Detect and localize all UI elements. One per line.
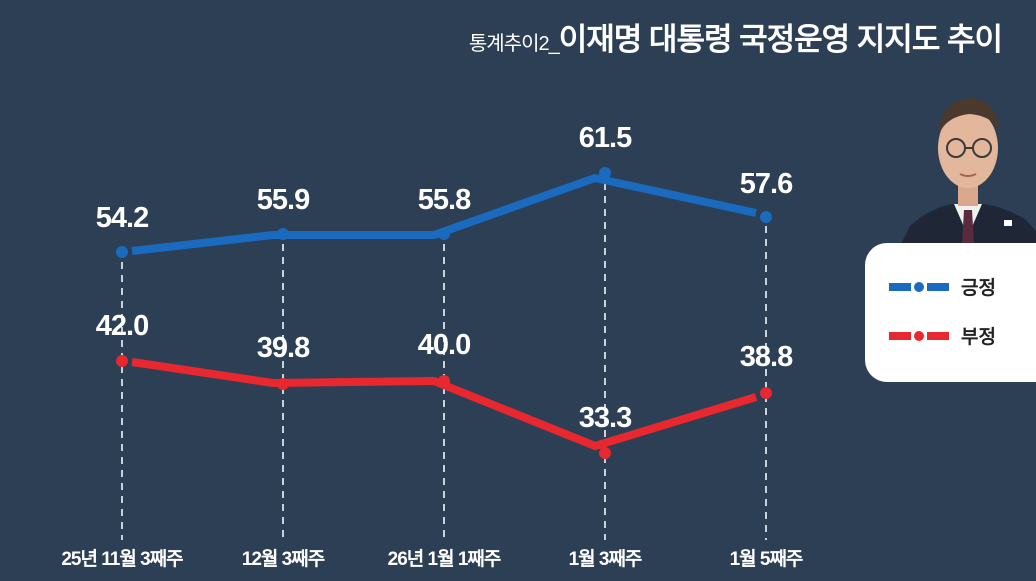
- x-axis-label: 25년 11월 3째주: [61, 548, 183, 570]
- data-point: [116, 355, 128, 367]
- legend-item-negative: 부정: [889, 322, 996, 349]
- line-marker-icon: [889, 281, 949, 292]
- value-label: 54.2: [96, 202, 148, 234]
- chart-main-title: 이재명 대통령 국정운영 지지도 추이: [558, 22, 1003, 57]
- data-point: [116, 246, 128, 258]
- x-axis-label: 26년 1월 1째주: [388, 548, 501, 570]
- chart-subtitle: 통계추이2_: [468, 33, 560, 55]
- data-point: [277, 228, 289, 240]
- value-labels-positive: 54.2 55.9 55.8 61.5 57.6: [96, 122, 794, 234]
- gridlines: [121, 183, 767, 540]
- value-label: 61.5: [579, 122, 632, 154]
- value-label: 55.8: [418, 184, 471, 216]
- legend-item-positive: 긍정: [889, 273, 996, 300]
- data-point: [277, 378, 289, 390]
- value-label: 57.6: [740, 168, 793, 200]
- data-point: [760, 387, 772, 399]
- value-label: 39.8: [257, 332, 310, 364]
- value-label: 55.9: [257, 184, 310, 216]
- x-axis-label: 1월 3째주: [569, 548, 642, 570]
- series-positive: [116, 167, 772, 258]
- x-axis-labels: 25년 11월 3째주 12월 3째주 26년 1월 1째주 1월 3째주 1월…: [61, 548, 804, 570]
- portrait-photo: [900, 98, 1036, 246]
- value-label: 33.3: [579, 402, 632, 434]
- legend-label: 부정: [961, 327, 996, 348]
- series-negative: [116, 355, 772, 459]
- data-point: [599, 167, 611, 179]
- data-point: [438, 228, 450, 240]
- value-labels-negative: 42.0 39.8 40.0 33.3 38.8: [96, 310, 794, 434]
- x-axis-label: 12월 3째주: [242, 548, 325, 570]
- legend-label: 긍정: [961, 278, 996, 299]
- legend: 긍정 부정: [865, 243, 1036, 382]
- data-point: [438, 375, 450, 387]
- data-point: [599, 447, 611, 459]
- value-label: 38.8: [740, 341, 793, 373]
- x-axis-label: 1월 5째주: [730, 548, 803, 570]
- value-label: 40.0: [418, 329, 470, 361]
- data-point: [760, 211, 772, 223]
- line-marker-icon: [889, 330, 949, 341]
- chart-title: 통계추이2_이재명 대통령 국정운영 지지도 추이: [468, 14, 1003, 59]
- value-label: 42.0: [96, 310, 148, 342]
